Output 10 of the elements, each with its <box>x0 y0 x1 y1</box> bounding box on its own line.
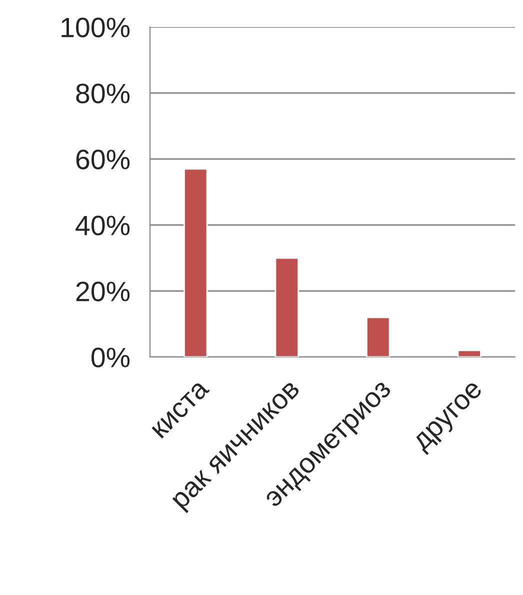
y-tick-label: 0% <box>91 348 130 368</box>
bar <box>366 316 390 357</box>
bar <box>457 350 482 357</box>
bar <box>274 257 299 357</box>
y-tick-label: 100% <box>62 18 130 38</box>
y-tick-label: 60% <box>76 150 130 170</box>
y-tick-label: 80% <box>76 84 130 104</box>
y-tick-label: 20% <box>76 282 130 302</box>
y-tick-label: 40% <box>76 216 130 236</box>
bar <box>184 168 208 357</box>
